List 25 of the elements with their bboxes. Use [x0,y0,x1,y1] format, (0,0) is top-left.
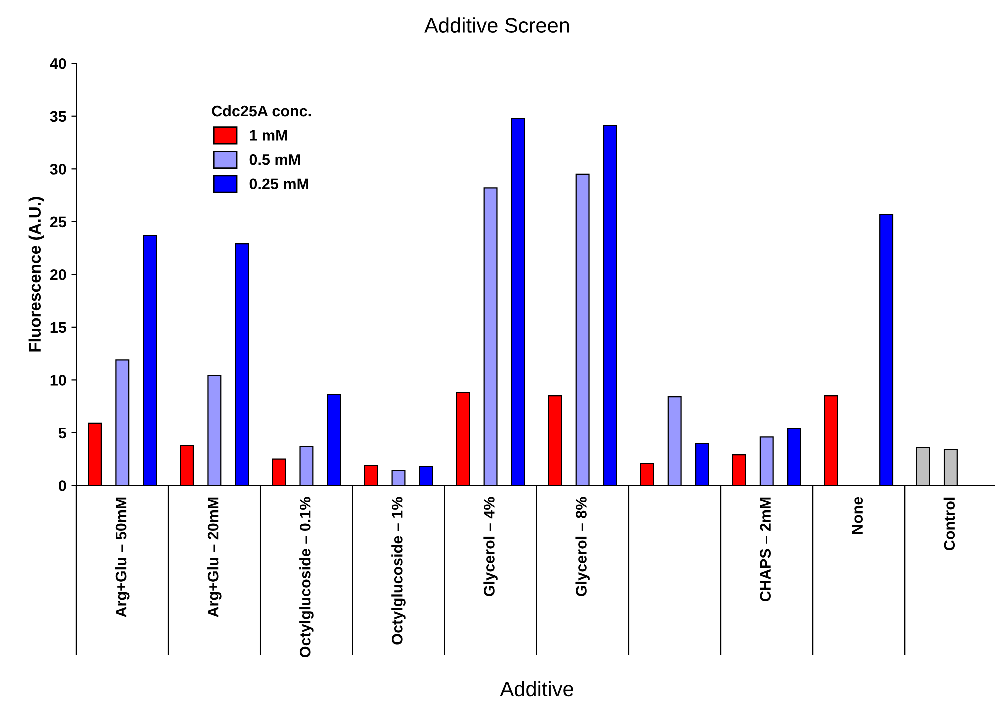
x-tick-label: Octylglucoside – 0.1% [300,497,314,658]
y-tick-label: 20 [50,270,66,280]
x-tick-label: CHAPS – 2mM [760,498,771,602]
y-tick-label: 35 [50,111,66,122]
legend-title: Cdc25A conc. [212,105,311,117]
legend-label: 1 mM [250,130,288,141]
y-tick-label: 15 [50,322,66,334]
x-tick-label: Control [944,498,956,550]
y-tick-label: 10 [50,375,66,386]
legend-label: 0.25 mM [250,178,308,190]
x-tick-label: Octylglucoside – 1% [392,497,406,645]
x-tick-label: Arg+Glu – 50mM [115,498,130,618]
x-axis-title: Additive [500,681,574,697]
x-tick-label: Glycerol – 8% [576,497,590,596]
x-tick-label: Arg+Glu – 20mM [208,498,222,618]
y-axis-title: Fluorescence (A.U.) [28,197,44,352]
y-tick-label: 30 [50,164,66,175]
chart-title: Additive Screen [424,18,570,33]
y-tick-label: 25 [50,216,66,228]
legend-label: 0.5 mM [250,154,300,166]
y-tick-label: 40 [50,58,66,70]
y-tick-label: 5 [58,428,66,439]
x-tick-label: Glycerol – 4% [484,497,498,596]
y-tick-label: 0 [59,480,66,492]
x-tick-label: None [852,497,864,534]
